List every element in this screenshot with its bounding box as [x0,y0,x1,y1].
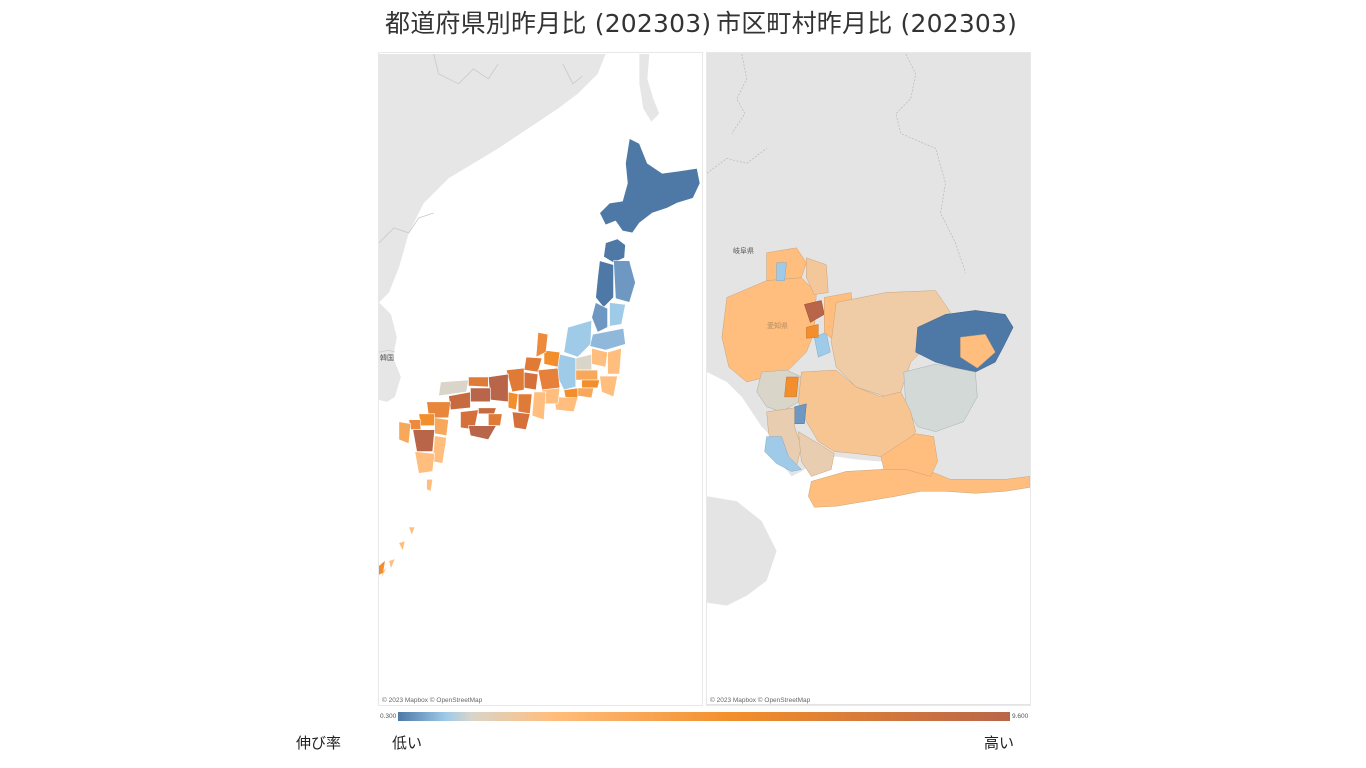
region-kagawa [478,407,497,415]
region-okayama [470,387,491,403]
asia-mainland [379,54,606,303]
region-ishikawa [535,331,549,358]
region-okinawa [379,560,385,575]
aichi-label: 愛知県 [767,323,788,330]
region-mie [531,391,547,421]
area-orange-mid [806,324,819,339]
region-chiba [599,375,618,398]
region-tokyo [581,379,601,389]
region-fukuoka [418,413,435,427]
region-fukui [523,356,543,373]
region-wakayama [511,411,531,431]
region-toyama [543,349,561,368]
right-map-title: 市区町村昨月比 (202303) [716,9,1018,38]
municipality-map[interactable]: 岐阜県 愛知県 © 2023 Mapbox © OpenStreetMap [706,52,1031,706]
area-light-blue-mid [814,331,831,358]
region-kagoshima [414,451,435,474]
region-yamanashi [563,387,579,401]
region-hiroshima [448,391,471,411]
sakhalin [639,54,660,122]
region-gifu [537,367,561,391]
land-south [707,496,777,606]
region-yamagata [591,302,608,333]
prefecture-map-canvas [379,53,701,579]
color-legend-bar [398,712,1010,721]
region-iwate [613,260,636,303]
legend-title: 伸び率 [296,734,342,752]
korea-peninsula [379,302,401,402]
area-chita-south-blue [764,436,802,472]
region-kumamoto [412,429,435,452]
map-attribution-right[interactable]: © 2023 Mapbox © OpenStreetMap [710,697,811,704]
region-oita [434,417,449,436]
region-kyoto [505,367,525,393]
left-map-title: 都道府県別昨月比 (202303) [385,9,712,38]
legend-low-label: 低い [392,734,423,752]
region-nara [517,393,533,415]
region-hyogo [488,373,509,403]
region-hokkaido [599,138,701,234]
region-tochigi [591,347,608,368]
area-east-gray [903,363,978,432]
region-miyazaki [432,435,447,464]
area-toyohashi [880,433,938,477]
area-chita-pale [798,431,835,477]
region-osaka [507,391,519,411]
region-saitama [575,369,598,381]
area-north-2 [806,257,829,295]
municipality-map-canvas [707,53,1030,704]
region-tottori [468,376,489,388]
area-chita-blue [794,403,807,424]
area-east-orange [960,334,996,369]
legend-min-value: 0.300 [380,713,397,720]
gifu-label: 岐阜県 [733,248,754,255]
region-kochi [468,425,497,440]
legend-high-label: 高い [984,734,1015,752]
sea-bay [707,372,1030,704]
region-tokushima [488,413,503,427]
area-orange-nagoya [784,376,799,398]
region-miyagi [609,302,626,327]
legend-max-value: 9.600 [1012,713,1029,720]
region-nagasaki [398,421,412,445]
region-kanagawa [577,387,595,399]
region-akita [595,260,614,308]
region-fukushima [589,327,626,351]
area-north-blue [776,262,787,281]
islands-south [380,479,433,579]
prefecture-map[interactable]: 韓国 © 2023 Mapbox © OpenStreetMap [378,52,703,706]
region-shizuoka [553,396,579,413]
region-niigata [563,319,592,358]
region-shimane [438,379,469,397]
map-attribution-left[interactable]: © 2023 Mapbox © OpenStreetMap [382,697,483,704]
region-aomori [603,238,626,264]
korea-label: 韓国 [380,355,394,362]
region-ibaraki [607,347,622,375]
region-shiga [523,371,539,391]
